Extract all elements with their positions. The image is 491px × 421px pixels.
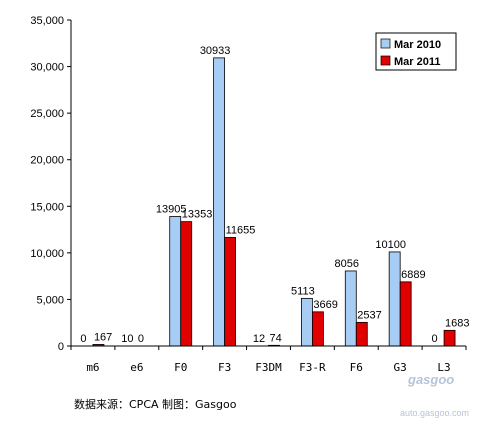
data-label: 0	[431, 333, 437, 345]
y-axis: 0 5,000 10,000 15,000 20,000 25,000 30,000 35,0…	[30, 15, 72, 353]
bar-mar-2011-f0	[180, 221, 193, 347]
bar-mar-2011-f6	[355, 321, 368, 347]
data-label: 3669	[313, 299, 337, 311]
bar-mar-2011-f3-r	[311, 311, 324, 347]
x-tick-label: F3	[218, 361, 231, 374]
y-tick-label: 15,000	[30, 201, 64, 213]
data-label: 74	[270, 332, 282, 344]
x-tick-label: G3	[394, 361, 407, 374]
y-tick-label: 10,000	[30, 248, 64, 260]
legend: Mar 2010 Mar 2011	[375, 32, 457, 71]
x-tick-label: m6	[86, 361, 99, 374]
legend-swatch-mar-2010	[380, 38, 391, 49]
x-tick-label: L3	[437, 361, 450, 374]
data-label: 5113	[291, 285, 315, 297]
bar-mar-2011-l3	[443, 329, 456, 347]
data-label: 2537	[357, 309, 381, 321]
y-tick-label: 25,000	[30, 108, 64, 120]
x-tick-label: F3DM	[255, 361, 282, 374]
y-tick-label: 20,000	[30, 155, 64, 167]
bar-mar-2010-f3-r	[300, 297, 313, 347]
bar-mar-2010-f6	[344, 270, 357, 347]
data-label: 1683	[445, 317, 469, 329]
data-label: 0	[80, 333, 86, 345]
data-label: 167	[94, 331, 112, 343]
bar-mar-2010-f0	[169, 216, 182, 347]
data-label: 11655	[226, 224, 256, 236]
data-label: 13353	[182, 209, 213, 221]
data-label: 13905	[156, 203, 187, 215]
watermark-logo: gasgoo	[408, 372, 455, 387]
data-label: 12	[253, 333, 265, 345]
legend-swatch-mar-2011	[380, 55, 391, 66]
x-tick-label: F6	[350, 361, 363, 374]
data-label: 8056	[335, 258, 359, 270]
data-label: 10100	[375, 239, 406, 251]
x-tick-label: e6	[130, 361, 143, 374]
bar-mar-2010-f3	[213, 57, 226, 347]
bar-mar-2011-g3	[399, 281, 412, 347]
x-tick-label: F3-R	[299, 361, 326, 374]
source-note: 数据来源：CPCA 制图：Gasgoo	[74, 398, 237, 411]
data-label: 0	[138, 333, 144, 345]
bar-mar-2010-g3	[388, 251, 401, 347]
legend-label-mar-2011: Mar 2011	[394, 56, 440, 68]
bar-mar-2011-f3	[224, 237, 237, 347]
data-label: 10	[121, 333, 133, 345]
data-label: 6889	[401, 269, 425, 281]
x-axis: m6 e6 F0 F3 F3DM F3-R F6 G3 L3	[70, 345, 467, 374]
x-tick-label: F0	[174, 361, 187, 374]
y-tick-label: 0	[58, 341, 64, 353]
legend-label-mar-2010: Mar 2010	[394, 39, 441, 51]
y-tick-label: 35,000	[30, 15, 64, 27]
data-label: 30933	[200, 45, 231, 57]
bars	[92, 57, 456, 347]
y-tick-label: 5,000	[36, 294, 64, 306]
watermark-url: auto.gasgoo.com	[400, 408, 470, 418]
y-tick-label: 30,000	[30, 62, 64, 74]
